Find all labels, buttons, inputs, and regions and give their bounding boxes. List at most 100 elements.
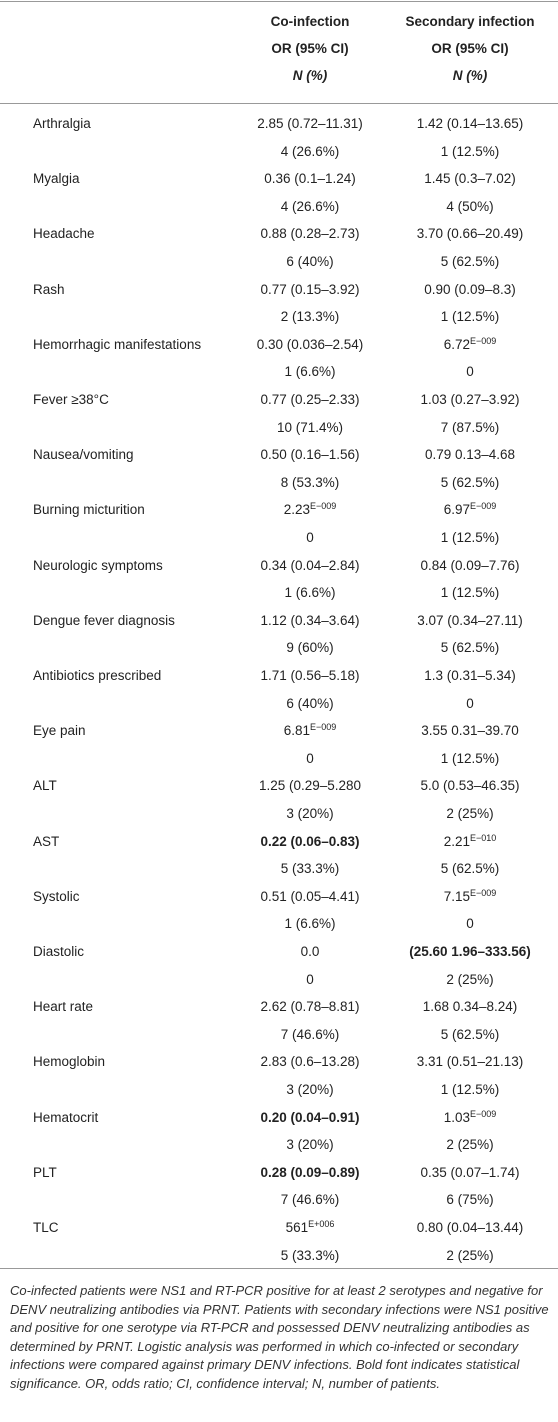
header-rule	[0, 103, 558, 104]
odds-ratio: 3.07 (0.34–27.11)	[417, 612, 523, 628]
odds-ratio-exponent: E−010	[470, 832, 497, 843]
odds-ratio: 1.03E−009	[444, 1109, 497, 1127]
patient-count: 5 (33.3%)	[280, 1247, 340, 1263]
odds-ratio: 2.83 (0.6–13.28)	[260, 1054, 360, 1070]
patient-count: 5 (62.5%)	[440, 640, 500, 656]
patient-count: 1 (12.5%)	[440, 309, 500, 325]
odds-ratio: 0.20 (0.04–0.91)	[260, 1109, 360, 1125]
patient-count: 2 (25%)	[446, 1137, 494, 1153]
patient-count: 7 (46.6%)	[280, 1192, 340, 1208]
odds-ratio-value: 2.23	[283, 502, 310, 518]
patient-count: 4 (26.6%)	[280, 143, 340, 159]
odds-ratio: 3.70 (0.66–20.49)	[416, 226, 524, 242]
patient-count: 3 (20%)	[286, 805, 334, 821]
odds-ratio-exponent: E−009	[470, 1108, 497, 1119]
odds-ratio: 0.22 (0.06–0.83)	[260, 833, 360, 849]
patient-count: 5 (62.5%)	[440, 474, 500, 490]
row-label: Headache	[33, 226, 95, 242]
odds-ratio: 0.28 (0.09–0.89)	[260, 1164, 360, 1180]
row-label: Fever ≥38°C	[33, 392, 109, 407]
odds-ratio-exponent: E−009	[470, 335, 497, 346]
odds-ratio: 2.21E−010	[444, 833, 497, 851]
odds-ratio: 3.55 0.31–39.70	[421, 723, 519, 739]
odds-ratio: 561E+006	[286, 1219, 335, 1237]
patient-count: 0	[306, 750, 314, 766]
column-subtitle: OR (95% CI)	[271, 41, 349, 56]
patient-count: 1 (12.5%)	[440, 143, 500, 159]
row-label: Heart rate	[33, 999, 94, 1015]
patient-count: 0	[306, 971, 314, 987]
odds-ratio-exponent: E−009	[310, 722, 337, 733]
patient-count: 1 (12.5%)	[440, 529, 500, 545]
odds-ratio: 0.34 (0.04–2.84)	[260, 557, 360, 573]
patient-count: 0	[306, 529, 314, 545]
odds-ratio: 0.35 (0.07–1.74)	[420, 1164, 520, 1180]
patient-count: 4 (50%)	[446, 198, 494, 214]
odds-ratio: 1.68 0.34–8.24)	[422, 999, 518, 1015]
patient-count: 5 (62.5%)	[440, 253, 500, 269]
odds-ratio: 5.0 (0.53–46.35)	[420, 778, 520, 794]
patient-count: 0	[466, 364, 474, 380]
patient-count: 3 (20%)	[286, 1081, 334, 1097]
column-unit: N (%)	[292, 68, 328, 83]
row-label: TLC	[33, 1220, 59, 1235]
row-label: Neurologic symptoms	[33, 557, 163, 573]
patient-count: 1 (6.6%)	[284, 364, 336, 380]
odds-ratio: 3.31 (0.51–21.13)	[416, 1054, 524, 1070]
row-label: Eye pain	[33, 723, 86, 739]
patient-count: 10 (71.4%)	[276, 419, 344, 435]
odds-ratio-value: 2.21	[443, 833, 470, 849]
row-label: Burning micturition	[33, 502, 145, 518]
row-label: Nausea/vomiting	[33, 447, 134, 463]
odds-ratio: 6.72E−009	[444, 336, 497, 354]
row-label: Arthralgia	[33, 116, 91, 131]
odds-ratio: 0.84 (0.09–7.76)	[420, 557, 520, 573]
row-label: Rash	[33, 281, 65, 297]
odds-ratio: 2.62 (0.78–8.81)	[260, 999, 360, 1015]
odds-ratio: 2.85 (0.72–11.31)	[257, 116, 363, 131]
patient-count: 1 (12.5%)	[440, 750, 500, 766]
patient-count: 1 (12.5%)	[440, 585, 500, 601]
odds-ratio-exponent: E+006	[308, 1219, 335, 1229]
odds-ratio: 0.0	[300, 944, 320, 959]
column-subtitle: OR (95% CI)	[431, 41, 509, 56]
row-label: Hematocrit	[33, 1109, 99, 1125]
odds-ratio: 0.88 (0.28–2.73)	[260, 226, 360, 242]
patient-count: 5 (62.5%)	[440, 861, 500, 877]
odds-ratio-value: 1.03	[443, 1109, 470, 1125]
odds-ratio: 6.81E−009	[284, 722, 337, 740]
odds-ratio-value: 6.81	[283, 723, 310, 739]
odds-ratio: 1.45 (0.3–7.02)	[424, 171, 516, 187]
bottom-rule	[0, 1268, 558, 1269]
odds-ratio: 1.03 (0.27–3.92)	[420, 392, 520, 407]
odds-ratio: 0.90 (0.09–8.3)	[424, 281, 516, 297]
patient-count: 0	[466, 916, 474, 932]
patient-count: 2 (25%)	[446, 1247, 494, 1263]
patient-count: 6 (40%)	[286, 695, 334, 711]
odds-ratio: 1.71 (0.56–5.18)	[260, 668, 360, 683]
odds-ratio-value: 7.15	[443, 888, 470, 904]
patient-count: 2 (25%)	[446, 805, 494, 821]
patient-count: 7 (87.5%)	[440, 419, 500, 435]
patient-count: 2 (13.3%)	[280, 309, 340, 325]
odds-ratio-exponent: E−009	[470, 501, 497, 512]
odds-ratio: 1.12 (0.34–3.64)	[260, 612, 360, 628]
row-label: AST	[33, 833, 60, 849]
patient-count: 6 (40%)	[286, 253, 334, 269]
row-label: Hemorrhagic manifestations	[33, 336, 202, 352]
patient-count: 9 (60%)	[286, 640, 334, 656]
patient-count: 2 (25%)	[446, 971, 494, 987]
patient-count: 7 (46.6%)	[280, 1026, 340, 1042]
column-unit: N (%)	[452, 68, 488, 83]
patient-count: 4 (26.6%)	[280, 198, 340, 214]
odds-ratio: 1.25 (0.29–5.280	[258, 778, 362, 794]
odds-ratio-exponent: E−009	[310, 501, 337, 512]
patient-count: 1 (6.6%)	[284, 916, 336, 932]
odds-ratio: 0.50 (0.16–1.56)	[260, 447, 360, 463]
odds-ratio: 7.15E−009	[444, 888, 497, 906]
odds-ratio: 6.97E−009	[444, 501, 497, 519]
odds-ratio: 1.42 (0.14–13.65)	[416, 116, 524, 131]
footnote: Co-infected patients were NS1 and RT-PCR…	[10, 1283, 549, 1391]
odds-ratio-value: 561	[285, 1220, 309, 1235]
